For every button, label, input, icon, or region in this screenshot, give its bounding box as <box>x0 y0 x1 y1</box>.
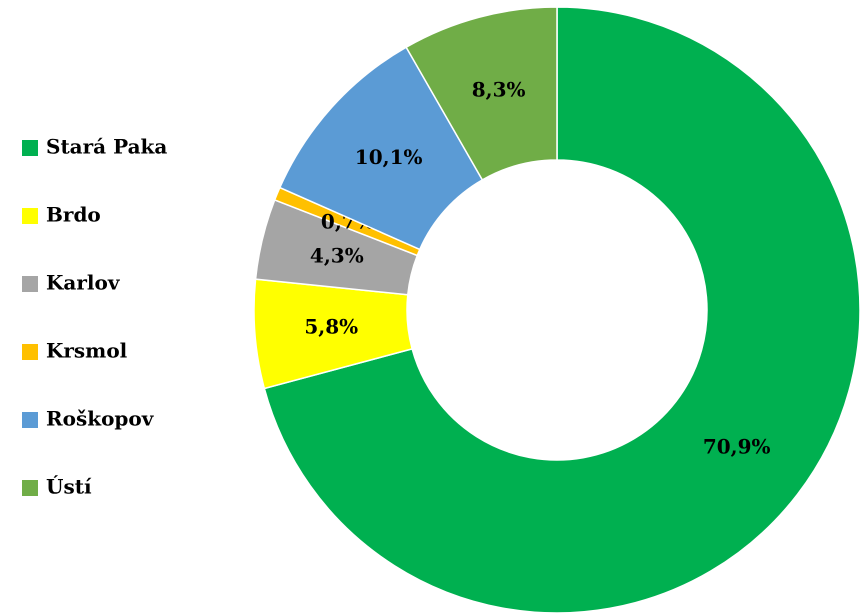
legend-swatch <box>22 208 38 224</box>
legend-swatch <box>22 412 38 428</box>
legend-label: Roškopov <box>46 407 155 431</box>
legend-swatch <box>22 344 38 360</box>
data-label: 4,3% <box>310 243 364 267</box>
data-label: 5,8% <box>304 315 358 339</box>
donut-slice <box>405 6 558 181</box>
legend-label: Stará Paka <box>46 135 167 159</box>
legend-swatch <box>22 276 38 292</box>
donut-slice <box>263 6 861 614</box>
legend-label: Krsmol <box>46 339 128 363</box>
data-label: 70,9% <box>703 434 771 458</box>
legend-label: Brdo <box>46 203 101 227</box>
legend-label: Ústí <box>46 474 92 499</box>
data-label: 8,3% <box>472 78 526 102</box>
legend-swatch <box>22 480 38 496</box>
legend-swatch <box>22 140 38 156</box>
legend-label: Karlov <box>46 271 121 295</box>
data-label: 10,1% <box>355 145 423 169</box>
